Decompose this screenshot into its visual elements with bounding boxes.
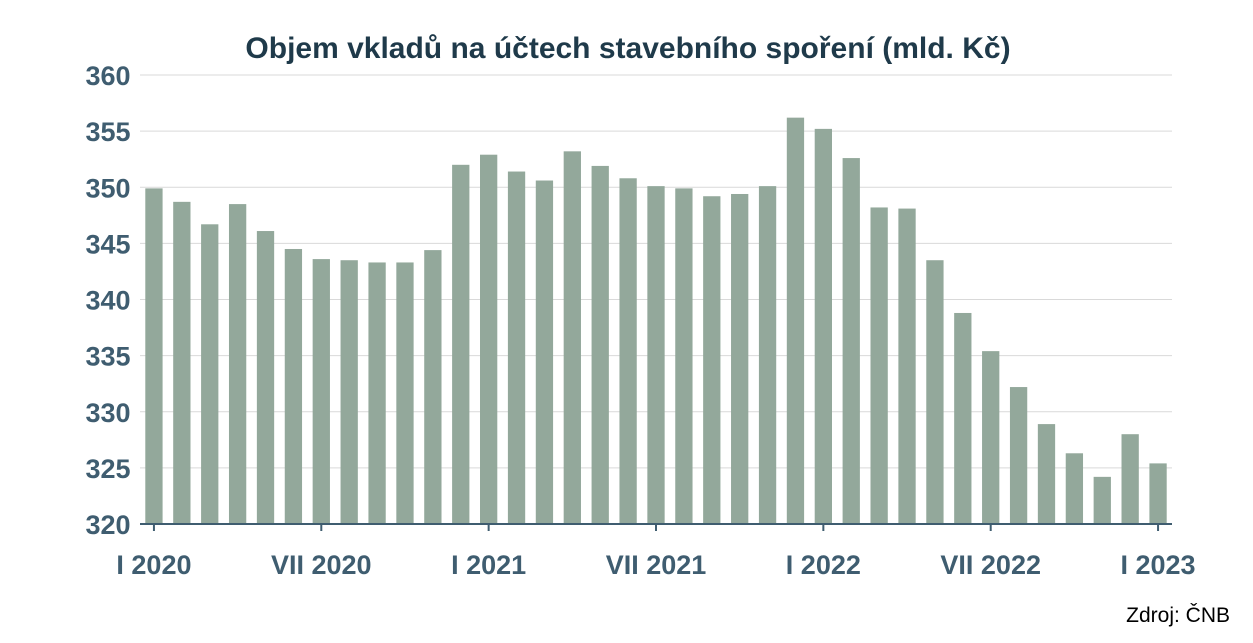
bar xyxy=(256,231,275,524)
bar xyxy=(1065,453,1084,524)
bar xyxy=(1121,434,1139,524)
bar xyxy=(563,151,581,524)
bars xyxy=(145,117,1167,525)
x-tick-label: I 2023 xyxy=(1121,550,1196,580)
bar xyxy=(312,259,330,524)
x-tick-label: I 2022 xyxy=(786,550,861,580)
bar xyxy=(675,188,693,524)
bar xyxy=(1009,387,1028,524)
bar xyxy=(340,260,358,524)
bar xyxy=(480,154,498,524)
bar xyxy=(647,186,665,524)
bar xyxy=(228,204,247,524)
bar xyxy=(842,158,860,524)
bar xyxy=(145,188,163,524)
bar xyxy=(619,178,637,524)
bar xyxy=(424,250,442,525)
bar xyxy=(1093,476,1111,524)
bar xyxy=(926,260,944,524)
x-tick-label: VII 2020 xyxy=(271,550,372,580)
bar xyxy=(1037,424,1056,524)
y-tick-label: 325 xyxy=(85,454,130,484)
bar xyxy=(535,180,554,524)
y-tick-label: 345 xyxy=(85,229,130,259)
bar xyxy=(452,164,470,525)
bar xyxy=(201,224,219,525)
chart-title: Objem vkladů na účtech stavebního spořen… xyxy=(245,32,1010,65)
bar xyxy=(731,193,749,525)
bar xyxy=(284,248,303,525)
y-tick-label: 360 xyxy=(85,61,130,91)
y-axis-ticks: 320 325 330 335 340 345 350 355 360 xyxy=(85,61,130,540)
bar xyxy=(368,262,386,524)
source-note: Zdroj: ČNB xyxy=(1126,604,1230,627)
bar xyxy=(591,165,609,525)
x-tick-label: VII 2022 xyxy=(940,550,1041,580)
bar xyxy=(173,201,191,524)
y-tick-label: 320 xyxy=(85,510,130,540)
y-tick-label: 350 xyxy=(85,173,130,203)
x-axis: I 2020 VII 2020 I 2021 VII 2021 I 2022 VII 20… xyxy=(116,523,1196,580)
bar xyxy=(786,117,805,524)
bar xyxy=(814,128,832,524)
bar xyxy=(870,207,888,524)
bar xyxy=(954,312,972,524)
bar xyxy=(1149,463,1167,524)
bar xyxy=(758,186,777,524)
x-tick-label: VII 2021 xyxy=(606,550,707,580)
x-tick-label: I 2021 xyxy=(451,550,526,580)
bar xyxy=(507,171,526,524)
y-tick-label: 340 xyxy=(85,286,130,316)
y-tick-label: 335 xyxy=(85,342,130,372)
bar xyxy=(396,262,414,524)
y-tick-label: 330 xyxy=(85,398,130,428)
bar xyxy=(898,208,916,524)
y-tick-label: 355 xyxy=(85,117,130,147)
bar xyxy=(703,196,721,525)
bar xyxy=(982,351,1000,524)
x-tick-label: I 2020 xyxy=(116,550,191,580)
